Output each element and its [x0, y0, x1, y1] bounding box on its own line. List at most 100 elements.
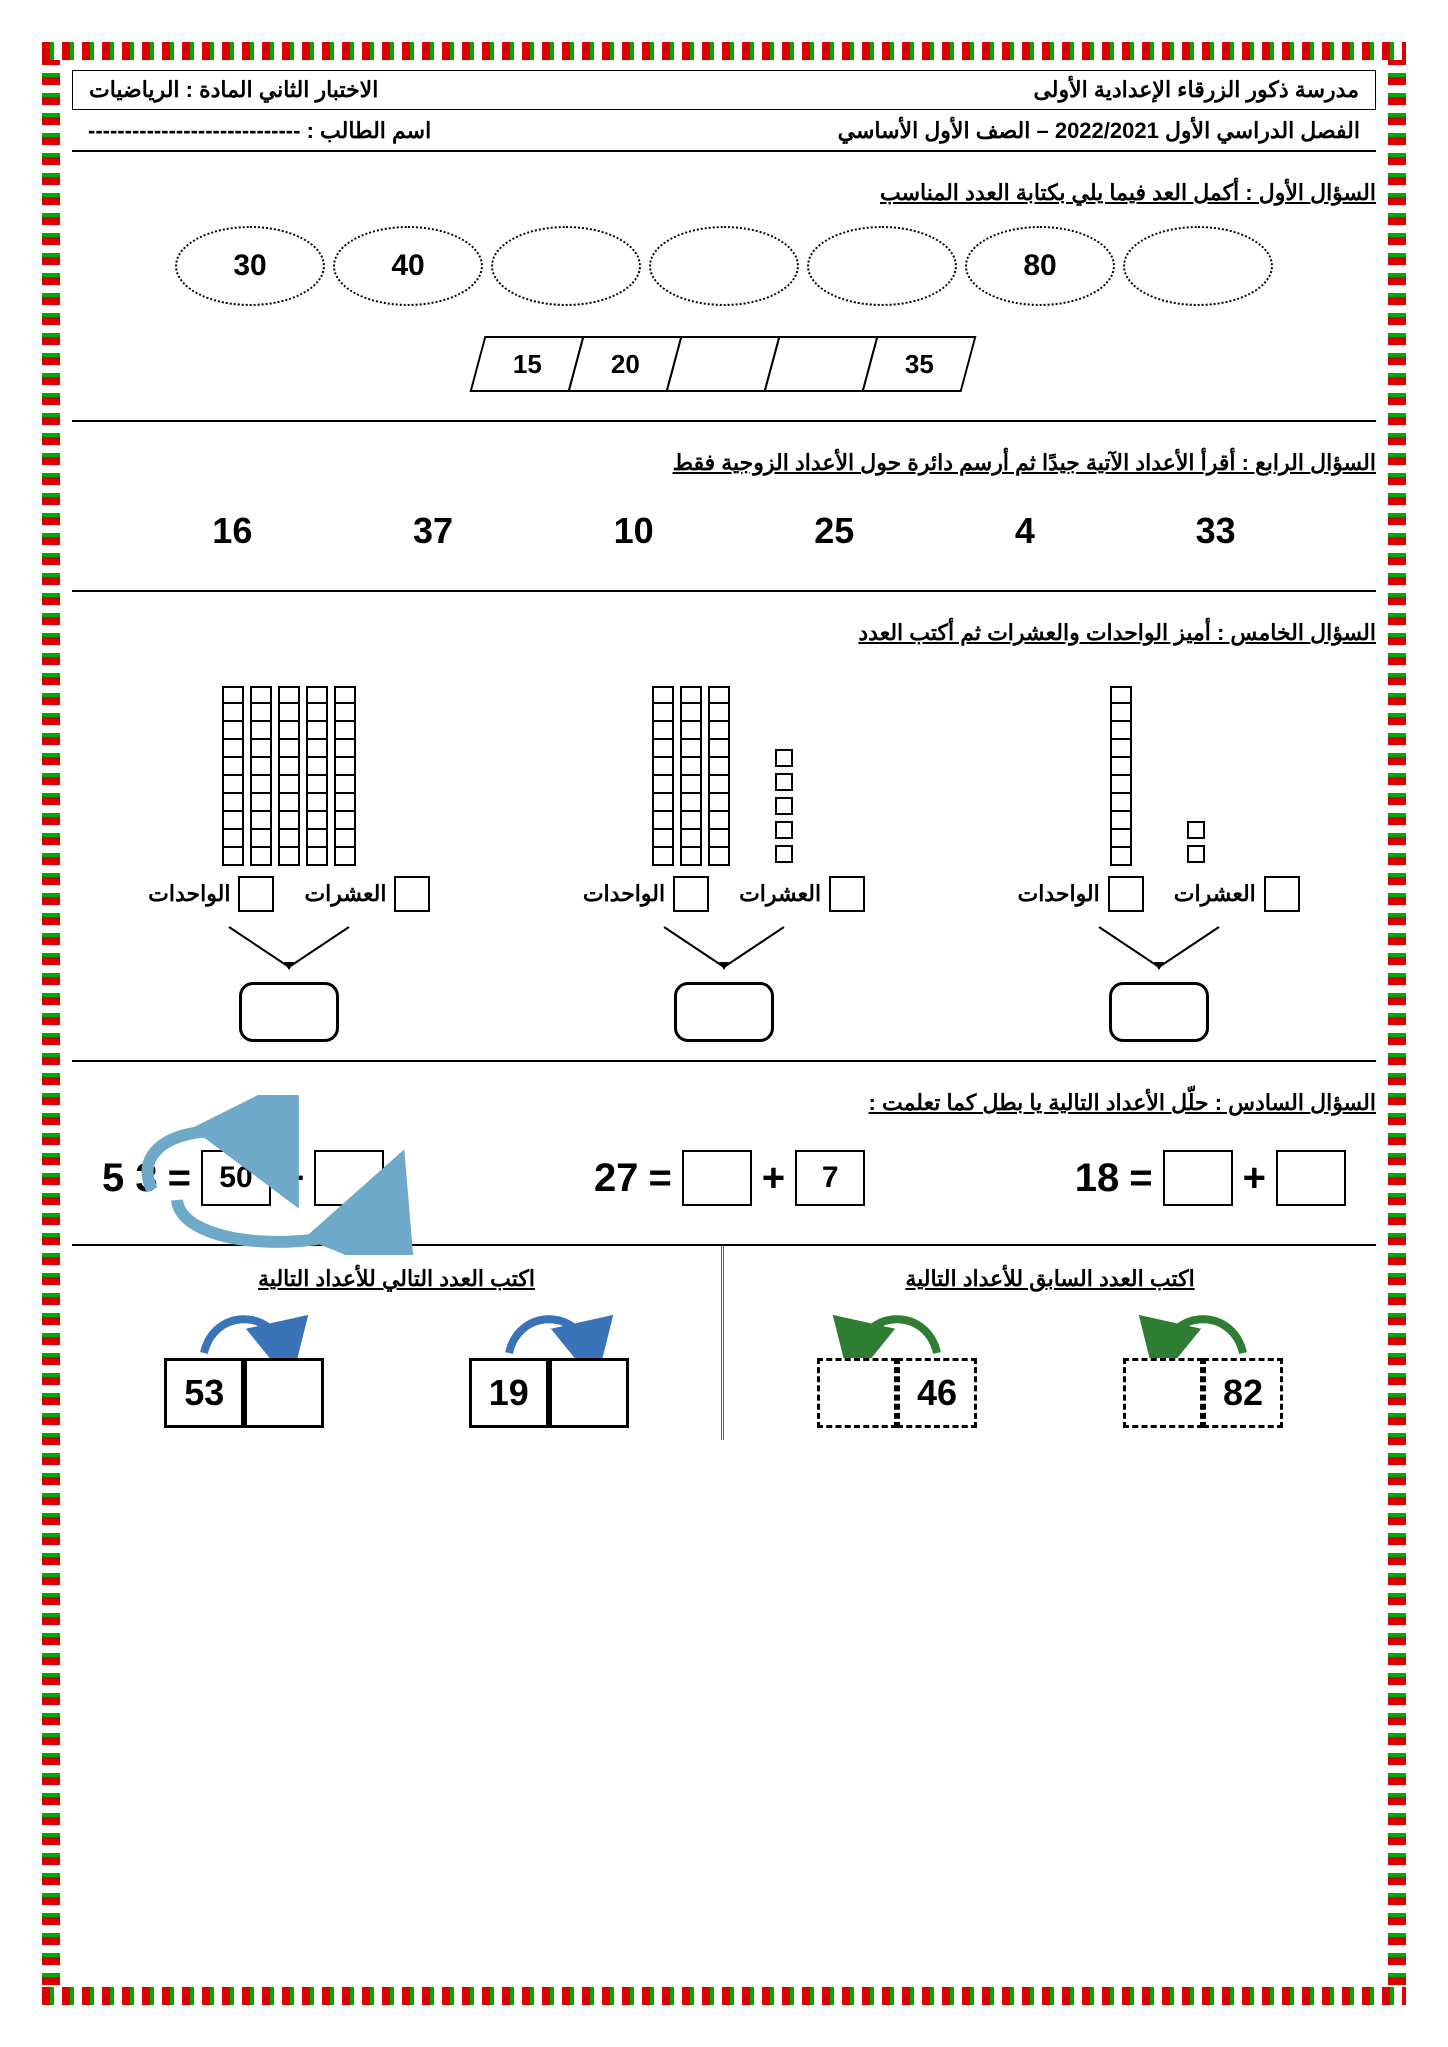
given-num: 53	[164, 1358, 244, 1428]
answer-box[interactable]	[549, 1358, 629, 1428]
next-number-section: اكتب العدد التالي للأعداد التالية 53 19	[72, 1246, 724, 1440]
eq3-b[interactable]	[1276, 1150, 1346, 1206]
para-cell[interactable]: 35	[861, 336, 976, 392]
worksheet-page: مدرسة ذكور الزرقاء الإعدادية الأولى الاخ…	[30, 30, 1418, 2017]
tens-rod	[306, 686, 328, 866]
q5-title: السؤال الخامس : أميز الواحدات والعشرات ث…	[72, 620, 1376, 646]
tens-label: العشرات	[1174, 881, 1256, 907]
oval[interactable]: 80	[965, 226, 1115, 306]
q5-group-3: العشرات الواحدات	[963, 666, 1354, 1042]
question-5: السؤال الخامس : أميز الواحدات والعشرات ث…	[72, 592, 1376, 1062]
q4-title: السؤال الرابع : أقرأ الأعداد الآتية جيدً…	[72, 450, 1376, 476]
tens-rod	[334, 686, 356, 866]
tens-input[interactable]	[394, 876, 430, 912]
answer-box[interactable]	[244, 1358, 324, 1428]
subheader: الفصل الدراسي الأول 2022/2021 – الصف الأ…	[72, 110, 1376, 152]
eq2-b[interactable]: 7	[795, 1150, 865, 1206]
next-pair: 53	[164, 1308, 324, 1428]
result-box[interactable]	[239, 982, 339, 1042]
tens-rod	[250, 686, 272, 866]
prev-pair: 46	[817, 1308, 977, 1428]
q4-num[interactable]: 33	[1196, 510, 1236, 552]
oval[interactable]	[649, 226, 799, 306]
tens-rod	[680, 686, 702, 866]
eq2-a[interactable]	[682, 1150, 752, 1206]
tens-input[interactable]	[829, 876, 865, 912]
para-cell[interactable]	[763, 336, 878, 392]
ones-cubes	[772, 746, 796, 866]
para-cell[interactable]	[665, 336, 780, 392]
blocks	[222, 666, 356, 866]
oval[interactable]	[1123, 226, 1273, 306]
question-1: السؤال الأول : أكمل العد فيما يلي بكتابة…	[72, 152, 1376, 422]
test-name: الاختبار الثاني المادة : الرياضيات	[89, 77, 378, 103]
question-4: السؤال الرابع : أقرأ الأعداد الآتية جيدً…	[72, 422, 1376, 592]
tens-input[interactable]	[1264, 876, 1300, 912]
given-num: 19	[469, 1358, 549, 1428]
arrows	[624, 922, 824, 982]
prev-number-section: اكتب العدد السابق للأعداد التالية 46 82	[724, 1246, 1376, 1440]
q4-num[interactable]: 10	[614, 510, 654, 552]
oval[interactable]	[491, 226, 641, 306]
tens-label: العشرات	[739, 881, 821, 907]
term-info: الفصل الدراسي الأول 2022/2021 – الصف الأ…	[838, 118, 1360, 144]
eq3-num: 18	[1075, 1156, 1120, 1201]
prev-title: اكتب العدد السابق للأعداد التالية	[744, 1266, 1356, 1292]
arc-arrow-icon	[1123, 1308, 1283, 1358]
arc-arrow-icon	[469, 1308, 629, 1358]
q1-title: السؤال الأول : أكمل العد فيما يلي بكتابة…	[72, 180, 1376, 206]
q4-numbers: 16 37 10 25 4 33	[72, 490, 1376, 572]
q5-group-1: العشرات الواحدات	[94, 666, 485, 1042]
ones-label: الواحدات	[148, 881, 230, 907]
result-box[interactable]	[674, 982, 774, 1042]
oval[interactable]	[807, 226, 957, 306]
eq3-a[interactable]	[1163, 1150, 1233, 1206]
ones-label: الواحدات	[1017, 881, 1099, 907]
tens-rod	[1110, 686, 1132, 866]
given-num: 82	[1203, 1358, 1283, 1428]
ones-label: الواحدات	[583, 881, 665, 907]
result-box[interactable]	[1109, 982, 1209, 1042]
q5-groups: العشرات الواحدات العشرات	[72, 666, 1376, 1042]
q5-group-2: العشرات الواحدات	[528, 666, 919, 1042]
eq1-a[interactable]: 50	[201, 1150, 271, 1206]
q1-ovals-row: 30 40 80	[72, 226, 1376, 306]
arrows	[1059, 922, 1259, 982]
ones-input[interactable]	[238, 876, 274, 912]
eq1-b[interactable]	[314, 1150, 384, 1206]
q4-num[interactable]: 4	[1015, 510, 1035, 552]
ones-cubes	[1184, 818, 1208, 866]
q4-num[interactable]: 16	[212, 510, 252, 552]
arc-arrow-icon	[817, 1308, 977, 1358]
q1-parallelograms: 15 20 35	[72, 336, 1376, 392]
answer-box[interactable]	[817, 1358, 897, 1428]
labels: العشرات الواحدات	[148, 876, 430, 912]
tens-rod	[222, 686, 244, 866]
arrows	[189, 922, 389, 982]
eq-3: 18 = +	[1075, 1150, 1346, 1206]
prev-pair: 82	[1123, 1308, 1283, 1428]
answer-box[interactable]	[1123, 1358, 1203, 1428]
blocks	[1110, 666, 1208, 866]
para-cell[interactable]: 15	[469, 336, 584, 392]
labels: العشرات الواحدات	[1017, 876, 1299, 912]
ones-input[interactable]	[1108, 876, 1144, 912]
next-title: اكتب العدد التالي للأعداد التالية	[92, 1266, 701, 1292]
tens-rod	[708, 686, 730, 866]
eq-2: 27 = + 7	[594, 1150, 865, 1206]
eq1-num: 5 3	[102, 1156, 158, 1201]
tens-rod	[652, 686, 674, 866]
para-cell[interactable]: 20	[567, 336, 682, 392]
ones-input[interactable]	[673, 876, 709, 912]
labels: العشرات الواحدات	[583, 876, 865, 912]
tens-rod	[278, 686, 300, 866]
question-7: اكتب العدد التالي للأعداد التالية 53 19 …	[72, 1246, 1376, 1440]
school-name: مدرسة ذكور الزرقاء الإعدادية الأولى	[1033, 77, 1359, 103]
header-box: مدرسة ذكور الزرقاء الإعدادية الأولى الاخ…	[72, 70, 1376, 110]
q4-num[interactable]: 37	[413, 510, 453, 552]
oval[interactable]: 40	[333, 226, 483, 306]
q4-num[interactable]: 25	[814, 510, 854, 552]
content-area: مدرسة ذكور الزرقاء الإعدادية الأولى الاخ…	[62, 60, 1386, 1450]
given-num: 46	[897, 1358, 977, 1428]
oval[interactable]: 30	[175, 226, 325, 306]
